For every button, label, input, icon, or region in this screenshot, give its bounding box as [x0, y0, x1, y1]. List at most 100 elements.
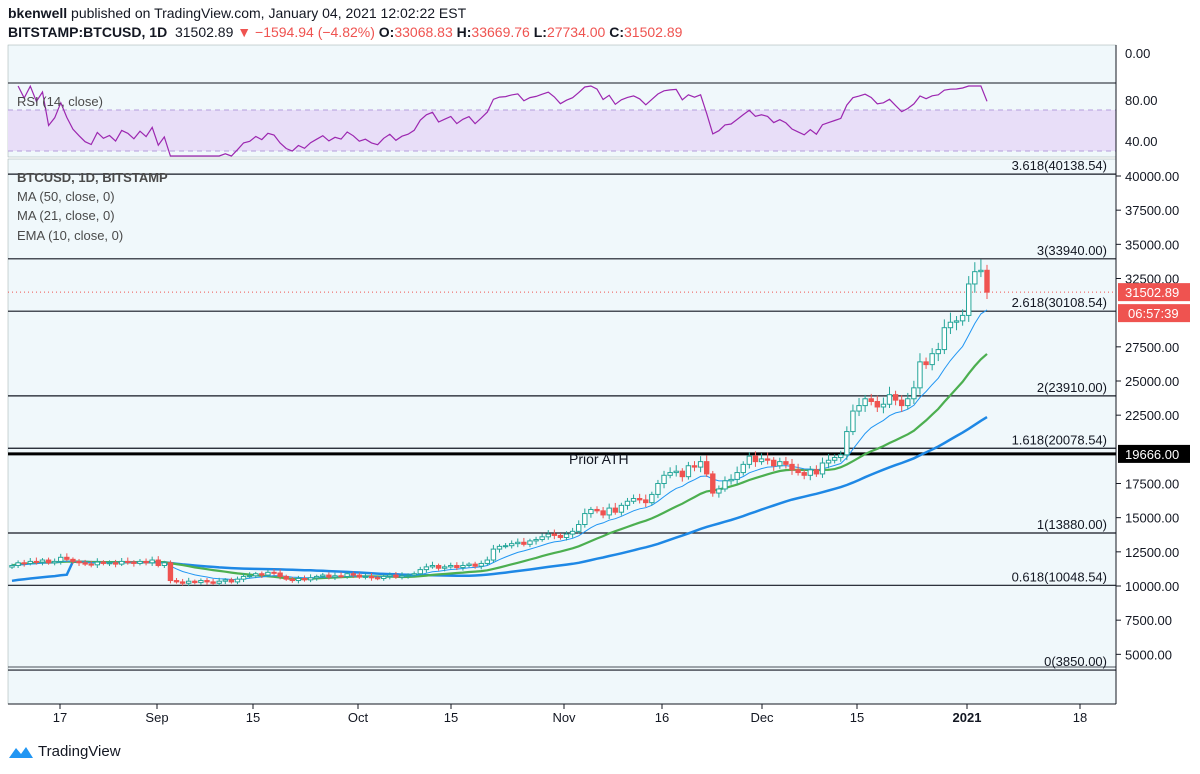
candle-body [70, 558, 76, 562]
candle-body [435, 565, 442, 569]
candle-body [88, 563, 94, 566]
x-tick-label: 15 [246, 710, 260, 725]
open-value: 33068.83 [394, 24, 453, 40]
candle-body [362, 575, 369, 578]
candle-body [935, 349, 941, 355]
close-value: 31502.89 [624, 24, 683, 40]
candle-body [502, 545, 509, 548]
candle-body [959, 314, 966, 322]
candle-body [508, 543, 515, 547]
candle-body [417, 569, 423, 575]
candle-body [228, 579, 235, 583]
candle-body [984, 269, 990, 293]
candle-body [947, 321, 954, 329]
candle-body [326, 574, 332, 578]
candle-body [569, 530, 576, 535]
candle-body [58, 556, 64, 562]
candle-body [710, 473, 716, 494]
series-label: BTCUSD, 1D, BITSTAMP [17, 170, 168, 185]
candle-body [557, 534, 564, 538]
ma50-label: MA (50, close, 0) [17, 189, 115, 204]
low-label: L: [533, 24, 547, 40]
candle-body [441, 566, 448, 569]
candle-body [344, 573, 350, 577]
candle-body [82, 562, 88, 565]
candle-body [423, 566, 430, 571]
candle-body [533, 539, 539, 542]
candle-body [39, 559, 46, 563]
x-tick-label: 18 [1073, 710, 1087, 725]
ohlc-line: BITSTAMP:BTCUSD, 1D 31502.89 ▼ −1594.94 … [8, 24, 682, 40]
y-tick-label: 12500.00 [1125, 545, 1179, 560]
y-ticks: 40000.00 37500.00 35000.00 32500.00 27500.00… [1116, 169, 1179, 662]
candle-body [716, 488, 722, 494]
candle-body [216, 580, 222, 584]
candle-body [911, 387, 917, 400]
candle-body [112, 562, 119, 565]
y-tick-label: 10000.00 [1125, 579, 1179, 594]
candle-body [636, 498, 643, 501]
tradingview-footer[interactable]: TradingView [8, 743, 121, 760]
price-pane[interactable] [7, 158, 1117, 705]
candle-body [582, 513, 588, 525]
candle-body [679, 470, 686, 478]
candle-body [831, 457, 838, 461]
candle-body [563, 533, 570, 538]
candle-body [222, 579, 228, 582]
candle-body [868, 398, 874, 402]
fib-levels: 3.618(40138.54) 3(33940.00) 2.618(30108.54… [8, 158, 1116, 671]
candle-body [429, 565, 436, 568]
candle-body [758, 458, 765, 463]
last-price-badge-text: 31502.89 [1125, 285, 1179, 300]
chart-canvas[interactable]: RSI (14, close) 0.00 80.00 40.00 3.618(4… [0, 0, 1200, 740]
published-text: published on TradingView.com, January 04… [71, 5, 467, 21]
candle-body [350, 573, 356, 576]
candle-body [606, 507, 612, 516]
candle-body [332, 575, 338, 578]
y-tick-label: 27500.00 [1125, 340, 1179, 355]
symbol-label: BITSTAMP:BTCUSD, 1D [8, 24, 168, 40]
candle-body [301, 577, 308, 581]
candle-body [874, 401, 881, 408]
candle-body [186, 580, 192, 584]
candle-body [600, 510, 606, 516]
candle-body [289, 578, 296, 582]
candle-body [125, 560, 131, 563]
candle-body [539, 536, 545, 541]
last-price-badge: 31502.89 [1118, 283, 1190, 302]
candle-body [161, 562, 168, 566]
fib-label: 2(23910.00) [1037, 380, 1107, 395]
fib-label: 3.618(40138.54) [1012, 158, 1107, 173]
candle-body [521, 541, 527, 545]
y-tick-label: 7500.00 [1125, 613, 1172, 628]
candle-body [789, 463, 795, 471]
candle-body [777, 461, 783, 467]
candle-body [405, 574, 411, 577]
candle-body [838, 454, 844, 459]
tradingview-logo-icon [9, 746, 33, 758]
candle-body [661, 474, 667, 484]
candle-body [966, 283, 972, 316]
candle-body [173, 580, 180, 583]
candle-body [856, 405, 862, 412]
candle-body [399, 575, 405, 578]
candle-body [703, 461, 710, 475]
y-tick-label: 5000.00 [1125, 647, 1172, 662]
candle-body [722, 480, 728, 490]
candle-body [234, 578, 241, 583]
countdown-badge-text: 06:57:39 [1128, 306, 1179, 321]
candle-body [143, 560, 149, 564]
fib-label: 3(33940.00) [1037, 243, 1107, 258]
candle-body [685, 465, 692, 478]
x-tick-label: 16 [655, 710, 669, 725]
candle-body [917, 361, 923, 389]
open-label: O: [378, 24, 395, 40]
candle-body [886, 394, 893, 405]
candle-body [643, 499, 649, 504]
fib-label: 0(3850.00) [1044, 654, 1107, 669]
candle-body [576, 524, 582, 532]
candle-body [76, 560, 82, 564]
candle-body [783, 461, 789, 465]
candle-body [752, 455, 759, 463]
candle-body [454, 565, 460, 569]
